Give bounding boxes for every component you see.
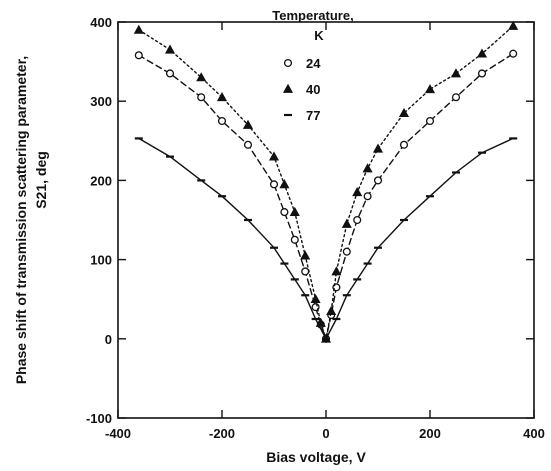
series-24 <box>134 49 518 343</box>
series-layer <box>133 20 519 343</box>
series-40 <box>133 20 519 343</box>
data-point-40 <box>289 206 300 216</box>
legend-label-24: 24 <box>306 56 321 71</box>
data-point-40 <box>133 24 144 34</box>
x-tick-label: -400 <box>105 426 131 441</box>
axes <box>117 21 535 419</box>
y-tick-label: 400 <box>90 15 112 30</box>
x-axis-title: Bias voltage, V <box>266 449 366 465</box>
data-point-40 <box>362 163 373 173</box>
data-point-24 <box>342 247 351 256</box>
series-line-77 <box>138 137 514 340</box>
data-point-24 <box>353 215 362 225</box>
data-point-24 <box>509 49 518 58</box>
series-77 <box>134 137 518 340</box>
data-point-40 <box>164 44 176 54</box>
legend-title-unit: K <box>314 28 324 43</box>
y-tick-label: -100 <box>86 411 112 426</box>
data-point-24 <box>363 192 372 201</box>
axis-labels: -400 -200 0 200 400 -100 0 100 200 300 400 Bias vol… <box>13 15 545 465</box>
data-point-40 <box>242 119 254 129</box>
data-point-40 <box>352 187 363 197</box>
data-point-24 <box>290 235 299 244</box>
legend-label-77: 77 <box>306 108 320 123</box>
data-point-40 <box>331 266 342 276</box>
data-point-24 <box>134 51 143 60</box>
data-point-24 <box>165 69 175 78</box>
data-point-24 <box>217 116 227 126</box>
legend: Temperature, K 24 40 77 <box>272 8 353 123</box>
y-tick-label: 100 <box>90 253 112 268</box>
y-axis-title-line2: S21, deg <box>33 151 49 209</box>
data-point-40 <box>341 218 352 228</box>
data-point-24 <box>399 140 409 149</box>
data-point-40 <box>196 72 207 82</box>
data-point-24 <box>451 93 461 102</box>
data-point-24 <box>477 69 487 78</box>
y-tick-label: 300 <box>90 94 112 109</box>
data-point-24 <box>269 180 279 189</box>
data-point-24 <box>301 267 310 276</box>
data-point-40 <box>372 143 384 153</box>
data-point-40 <box>300 250 311 260</box>
y-axis-title: Phase shift of transmission scattering p… <box>13 56 29 384</box>
data-point-40 <box>476 48 488 58</box>
x-tick-label: 200 <box>419 426 441 441</box>
y-tick-label: 0 <box>105 332 112 347</box>
data-point-24 <box>280 208 289 217</box>
legend-marker-24 <box>283 58 293 68</box>
y-tick-label: 200 <box>90 173 112 188</box>
data-point-24 <box>425 116 435 126</box>
data-point-24 <box>197 93 206 102</box>
legend-title: Temperature, <box>272 8 353 23</box>
data-point-40 <box>310 293 321 304</box>
data-point-40 <box>326 305 337 315</box>
data-point-40 <box>424 84 436 94</box>
data-point-40 <box>268 151 280 161</box>
plot-frame <box>117 21 535 419</box>
x-tick-label: 0 <box>322 426 329 441</box>
data-point-40 <box>508 20 519 30</box>
x-tick-label: -200 <box>209 426 235 441</box>
data-point-40 <box>398 107 410 117</box>
data-point-40 <box>450 68 462 78</box>
legend-marker-40 <box>282 83 294 93</box>
legend-label-40: 40 <box>306 82 320 97</box>
data-point-40 <box>216 92 228 102</box>
x-tick-label: 400 <box>523 426 545 441</box>
data-point-24 <box>243 140 253 149</box>
data-point-24 <box>373 176 383 185</box>
data-point-40 <box>279 179 290 189</box>
